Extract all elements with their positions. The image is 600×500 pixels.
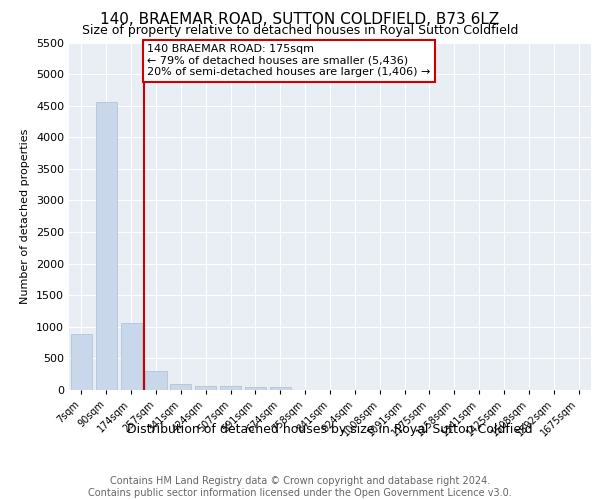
Bar [195,386,216,390]
Bar [96,102,117,390]
Bar [121,323,142,390]
Bar [220,386,241,390]
Text: Size of property relative to detached houses in Royal Sutton Coldfield: Size of property relative to detached ho… [82,24,518,37]
Text: 140, BRAEMAR ROAD, SUTTON COLDFIELD, B73 6LZ: 140, BRAEMAR ROAD, SUTTON COLDFIELD, B73… [100,12,500,28]
Text: 140 BRAEMAR ROAD: 175sqm
← 79% of detached houses are smaller (5,436)
20% of sem: 140 BRAEMAR ROAD: 175sqm ← 79% of detach… [148,44,431,78]
Text: Contains HM Land Registry data © Crown copyright and database right 2024.
Contai: Contains HM Land Registry data © Crown c… [88,476,512,498]
Text: Distribution of detached houses by size in Royal Sutton Coldfield: Distribution of detached houses by size … [127,422,533,436]
Bar [145,370,167,390]
Bar [170,384,191,390]
Y-axis label: Number of detached properties: Number of detached properties [20,128,31,304]
Bar [270,386,291,390]
Bar [71,334,92,390]
Bar [245,386,266,390]
